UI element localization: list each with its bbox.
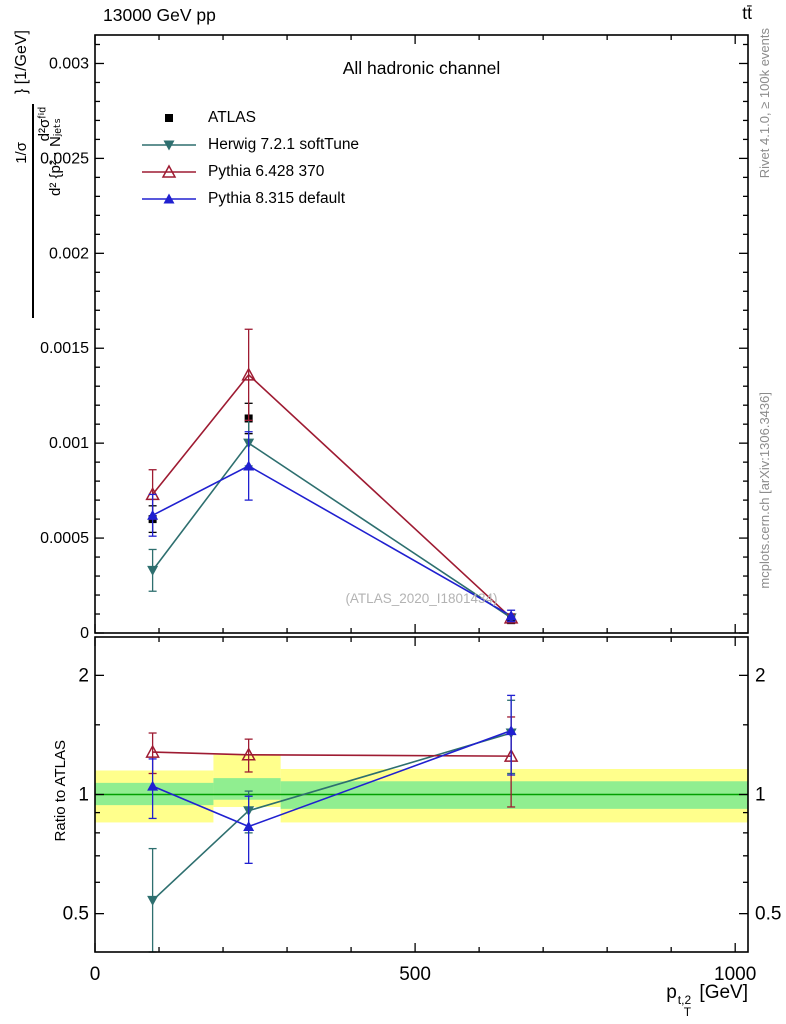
marker-triangle-down (147, 565, 159, 576)
marker-triangle-down (163, 140, 175, 150)
legend-item: Herwig 7.2.1 softTune (140, 131, 359, 158)
y-axis-label-fragment: d² {p² ⋅ Nⱼₑₜₛ (47, 118, 64, 197)
tick-label: 1 (755, 785, 766, 806)
marker-triangle-open (241, 367, 256, 381)
tick-label: 0 (90, 964, 101, 985)
tick-label: 0.0025 (40, 150, 89, 167)
legend-label: Herwig 7.2.1 softTune (208, 135, 360, 153)
tick-label: 2 (78, 665, 89, 686)
legend: ATLAS Herwig 7.2.1 softTune Pythia 6.428 3… (140, 104, 359, 212)
tick-label: 0.0015 (40, 340, 89, 357)
tick-label: 0.001 (49, 435, 89, 452)
analysis-watermark: (ATLAS_2020_I1801434) (345, 591, 498, 606)
main-panel-frame (94, 34, 749, 634)
plot-title: All hadronic channel (342, 58, 501, 78)
x-label-unit: [GeV] (694, 982, 748, 1003)
legend-marker-icon (142, 140, 196, 150)
marker-triangle-open (161, 163, 177, 178)
legend-item: ATLAS (140, 104, 359, 131)
x-label-sub: T (683, 1005, 692, 1019)
legend-marker-icon (142, 193, 196, 203)
legend-item: Pythia 6.428 370 (140, 158, 359, 185)
series-line (152, 751, 512, 757)
tick-label: 2 (755, 665, 766, 686)
legend-marker-icon (142, 163, 196, 178)
tick-label: 0.003 (49, 55, 89, 72)
y-axis-label-fragment: 1/σ (13, 142, 30, 164)
tick-label: 1 (78, 785, 89, 806)
marker-square (165, 113, 173, 122)
marker-triangle-up (505, 610, 517, 621)
marker-triangle-up (163, 193, 175, 203)
marker-triangle-open (241, 747, 256, 761)
legend-item: Pythia 8.315 default (140, 185, 359, 212)
marker-triangle-up (147, 509, 159, 520)
y-axis-label-fragment: } [1/GeV] (13, 30, 30, 95)
tick-label: 0.5 (63, 904, 89, 925)
tick-label: 500 (399, 964, 431, 985)
ratio-y-axis-label: Ratio to ATLAS (52, 740, 69, 842)
marker-triangle-up (505, 725, 517, 736)
tick-label: 0 (80, 625, 89, 642)
legend-label: ATLAS (208, 108, 256, 126)
x-label-scripts: t,2 T (678, 994, 691, 1018)
legend-label: Pythia 6.428 370 (208, 162, 325, 180)
process-label: tt̄ (742, 3, 752, 23)
marker-triangle-open (145, 744, 160, 758)
x-axis-label: p t,2 T [GeV] (450, 982, 748, 1018)
marker-triangle-up (243, 821, 255, 832)
tick-label: 1000 (714, 964, 756, 985)
x-label-base: p (666, 982, 677, 1003)
marker-triangle-down (147, 895, 159, 906)
tick-label: 0.002 (49, 245, 89, 262)
rivet-version-note: Rivet 4.1.0, ≥ 100k events (757, 28, 772, 179)
x-label-sup: t,2 (677, 993, 692, 1007)
tick-label: 0.5 (755, 904, 781, 925)
ratio-panel-frame (94, 636, 749, 953)
marker-triangle-up (243, 460, 255, 471)
beam-energy-label: 13000 GeV pp (103, 5, 216, 25)
marker-triangle-up (147, 780, 159, 791)
fraction-bar (32, 104, 34, 318)
tick-label: 0.0005 (40, 530, 89, 547)
legend-label: Pythia 8.315 default (208, 189, 346, 207)
legend-marker-icon (165, 113, 173, 122)
mcplots-note: mcplots.cern.ch [arXiv:1306.3436] (757, 392, 772, 589)
